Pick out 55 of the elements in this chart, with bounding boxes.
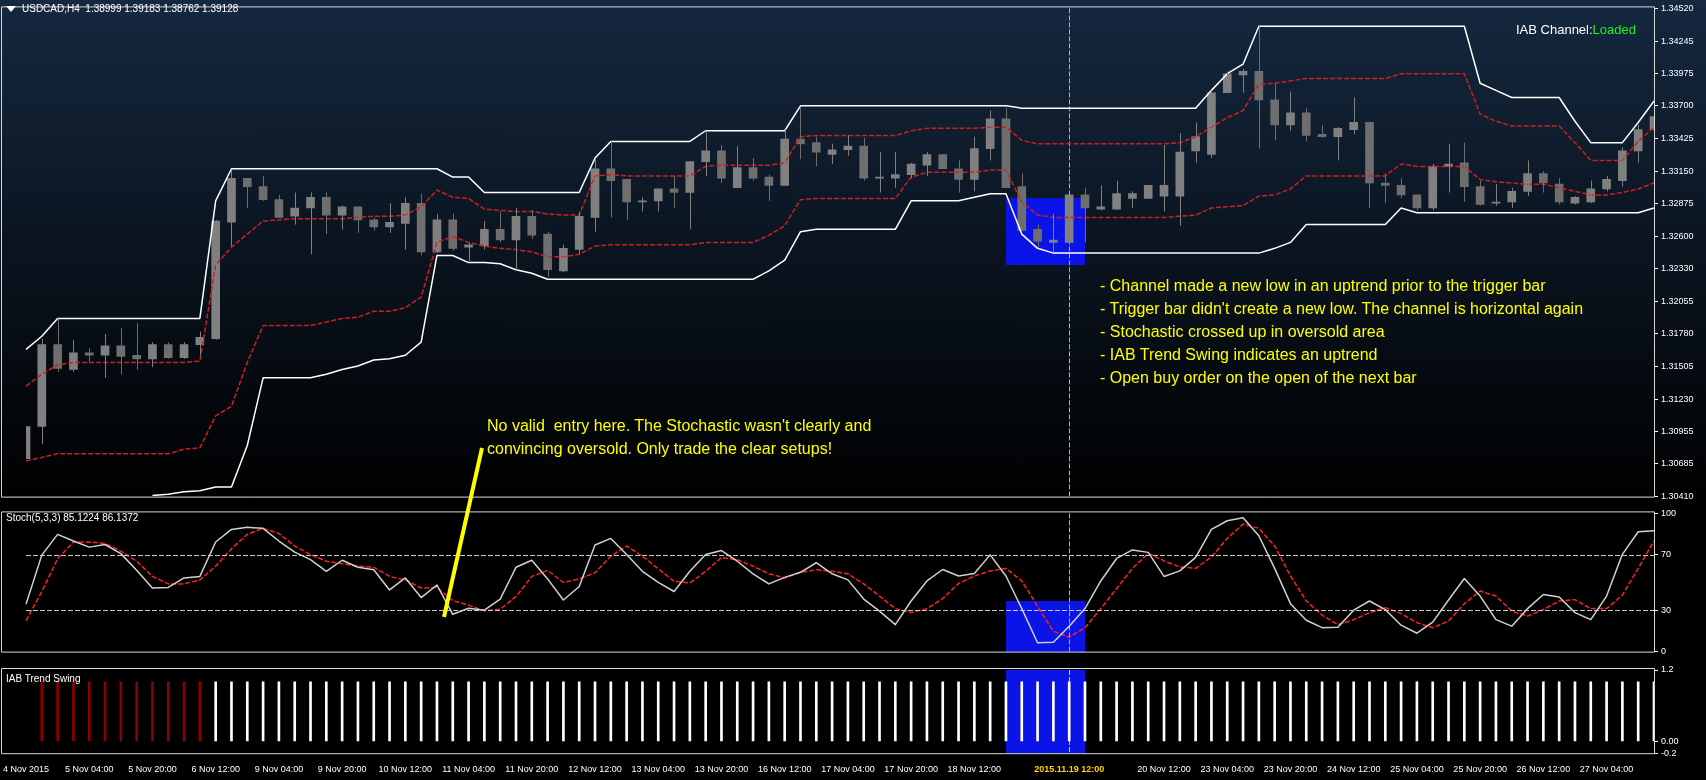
chart-title: Stoch(5,3,3) 85.1224 86.1372 [6,512,139,523]
x-tick-label: 20 Nov 12:00 [1137,764,1191,775]
y-tick-label: 1.31230 [1661,393,1694,404]
annotation: - Channel made a new low in an uptrend prior to the trigger bar - Trigger bar didn't create a new low. The channel is horizontal again - Stochastic crossed up in oversold area - IAB Trend Swing indicates an uptrend - Open buy order on the open of the next bar [1100,276,1584,388]
chart-title: USDCAD,H4 1.38999 1.39183 1.38762 1.39128 [22,3,239,14]
x-tick-label: 13 Nov 04:00 [631,764,686,775]
y-tick-label: 0.00 [1661,735,1679,746]
y-tick-label: 1.33150 [1661,165,1694,176]
annotation: IAB Channel: [1516,22,1593,37]
x-tick-label: 27 Nov 04:00 [1579,764,1634,775]
x-tick-label: 11 Nov 20:00 [505,764,559,775]
y-tick-label: 1.30955 [1661,426,1694,437]
x-tick-label: 24 Nov 12:00 [1326,764,1381,775]
y-tick-label: 1.34245 [1661,35,1694,46]
x-tick-label: 12 Nov 12:00 [568,764,622,775]
x-tick-label: 9 Nov 20:00 [317,764,367,775]
y-tick-label: 1.32055 [1661,295,1694,306]
y-tick-label: 1.33700 [1661,100,1694,111]
y-tick-label: 0 [1661,646,1667,657]
x-tick-label: 5 Nov 20:00 [128,764,177,775]
y-tick-label: 1.30685 [1661,458,1694,469]
x-tick-label: 5 Nov 04:00 [64,764,114,775]
y-tick-label: 1.32600 [1661,230,1694,241]
y-tick-label: 1.33975 [1661,67,1694,78]
x-tick-label: 17 Nov 20:00 [884,764,938,775]
x-tick-label: 13 Nov 20:00 [694,764,749,775]
x-tick-label: 2015.11.19 12:00 [1034,764,1105,775]
y-tick-label: 1.34520 [1661,2,1694,13]
y-tick-label: 1.32330 [1661,263,1694,274]
x-tick-label: 10 Nov 12:00 [378,764,433,775]
y-tick-label: 1.32875 [1661,198,1694,209]
x-tick-label: 26 Nov 12:00 [1516,764,1571,775]
x-tick-label: 23 Nov 04:00 [1200,764,1255,775]
y-tick-label: 1.2 [1661,664,1674,675]
x-tick-label: 6 Nov 12:00 [191,764,240,775]
x-tick-label: 16 Nov 12:00 [757,764,812,775]
chart-title: IAB Trend Swing [6,673,81,684]
y-tick-label: 1.33425 [1661,132,1694,143]
x-tick-label: 25 Nov 20:00 [1453,764,1507,775]
annotation: Loaded [1592,22,1636,37]
x-tick-label: 23 Nov 20:00 [1263,764,1318,775]
x-tick-label: 9 Nov 04:00 [254,764,304,775]
y-tick-label: 1.30410 [1661,491,1694,502]
y-tick-label: -0.2 [1661,747,1677,758]
x-tick-label: 11 Nov 04:00 [442,764,496,775]
y-tick-label: 1.31505 [1661,361,1694,372]
y-tick-label: 100 [1661,507,1677,518]
y-tick-label: 30 [1661,604,1672,615]
annotation: No valid entry here. The Stochastic wasn't clearly and convincing oversold. Only trade the clear setups! [487,416,872,459]
y-tick-label: 70 [1661,549,1672,560]
x-tick-label: 25 Nov 04:00 [1390,764,1444,775]
x-tick-label: 18 Nov 12:00 [947,764,1002,775]
x-tick-label: 17 Nov 04:00 [821,764,875,775]
y-tick-label: 1.31780 [1661,328,1694,339]
x-tick-label: 4 Nov 2015 [2,764,50,775]
